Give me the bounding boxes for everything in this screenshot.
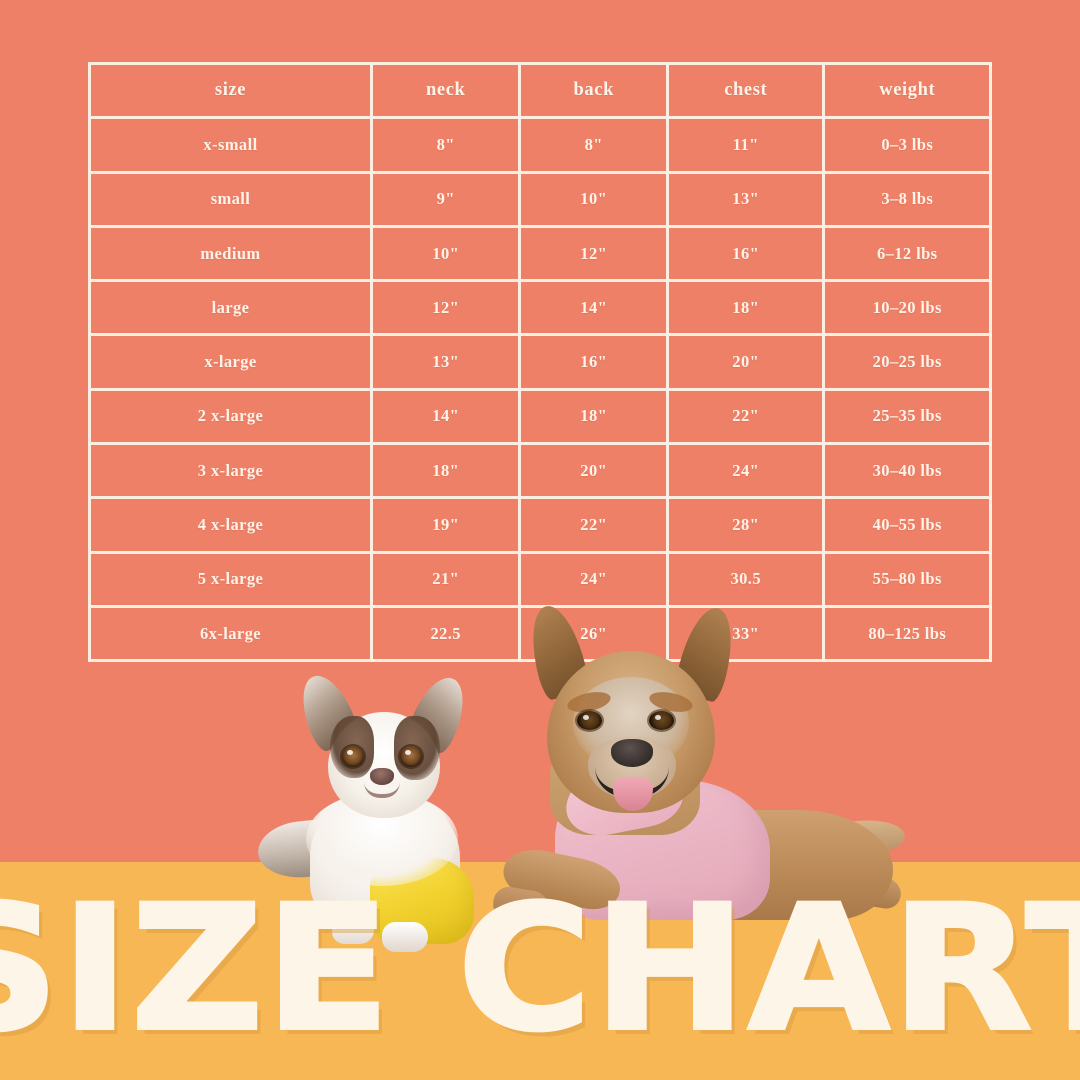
cell-back: 12" — [518, 224, 669, 283]
cell-back: 8" — [518, 116, 669, 174]
cell-back: 20" — [518, 442, 669, 500]
cell-neck: 10" — [369, 224, 522, 283]
cell-weight: 3–8 lbs — [822, 170, 992, 228]
cell-chest: 13" — [665, 170, 826, 228]
size-chart-table: size neck back chest weight x-small 8" 8… — [88, 61, 992, 663]
cell-weight: 55–80 lbs — [822, 550, 992, 608]
table-row: medium 10" 12" 16" 6–12 lbs — [88, 224, 992, 283]
cell-chest: 30.5 — [665, 550, 826, 608]
cell-weight: 0–3 lbs — [822, 116, 992, 174]
cell-chest: 28" — [665, 496, 826, 554]
cell-back: 16" — [518, 333, 669, 391]
cell-neck: 22.5 — [369, 604, 522, 663]
column-header-neck: neck — [369, 61, 522, 120]
cell-back: 24" — [518, 550, 669, 608]
table-header-row: size neck back chest weight — [88, 61, 992, 120]
cell-neck: 12" — [369, 279, 522, 337]
cell-size: small — [88, 170, 373, 228]
table-row: 4 x-large 19" 22" 28" 40–55 lbs — [88, 496, 992, 554]
cell-weight: 10–20 lbs — [822, 279, 992, 337]
cell-back: 26" — [518, 604, 669, 663]
cell-chest: 24" — [665, 442, 826, 500]
cell-back: 22" — [518, 496, 669, 554]
cell-size: x-small — [88, 116, 373, 174]
cell-size: 4 x-large — [88, 496, 373, 554]
cell-size: 5 x-large — [88, 550, 373, 608]
cell-chest: 33" — [665, 604, 826, 663]
table-row: x-large 13" 16" 20" 20–25 lbs — [88, 333, 992, 391]
cell-neck: 18" — [369, 442, 522, 500]
cell-weight: 20–25 lbs — [822, 333, 992, 391]
cell-chest: 20" — [665, 333, 826, 391]
column-header-size: size — [88, 61, 373, 120]
cell-neck: 8" — [369, 116, 522, 174]
cell-neck: 21" — [369, 550, 522, 608]
cell-weight: 25–35 lbs — [822, 387, 992, 446]
table-row: 6x-large 22.5 26" 33" 80–125 lbs — [88, 604, 992, 663]
column-header-chest: chest — [665, 61, 826, 120]
cell-back: 10" — [518, 170, 669, 228]
cell-back: 18" — [518, 387, 669, 446]
table-row: large 12" 14" 18" 10–20 lbs — [88, 279, 992, 337]
size-chart-wordmark: SIZE CHART — [0, 868, 1080, 1069]
cell-weight: 40–55 lbs — [822, 496, 992, 554]
table-row: small 9" 10" 13" 3–8 lbs — [88, 170, 992, 228]
cell-size: medium — [88, 224, 373, 283]
column-header-back: back — [518, 61, 669, 120]
cell-neck: 14" — [369, 387, 522, 446]
cell-neck: 19" — [369, 496, 522, 554]
cell-weight: 80–125 lbs — [822, 604, 992, 663]
cell-chest: 11" — [665, 116, 826, 174]
cell-weight: 30–40 lbs — [822, 442, 992, 500]
table-row: 5 x-large 21" 24" 30.5 55–80 lbs — [88, 550, 992, 608]
cell-chest: 22" — [665, 387, 826, 446]
cell-back: 14" — [518, 279, 669, 337]
cell-chest: 18" — [665, 279, 826, 337]
cell-size: large — [88, 279, 373, 337]
table-row: 2 x-large 14" 18" 22" 25–35 lbs — [88, 387, 992, 446]
cell-chest: 16" — [665, 224, 826, 283]
table-row: 3 x-large 18" 20" 24" 30–40 lbs — [88, 442, 992, 500]
cell-weight: 6–12 lbs — [822, 224, 992, 283]
cell-neck: 13" — [369, 333, 522, 391]
cell-size: 3 x-large — [88, 442, 373, 500]
cell-size: x-large — [88, 333, 373, 391]
column-header-weight: weight — [822, 61, 992, 120]
cell-neck: 9" — [369, 170, 522, 228]
cell-size: 6x-large — [88, 604, 373, 663]
table-row: x-small 8" 8" 11" 0–3 lbs — [88, 116, 992, 174]
cell-size: 2 x-large — [88, 387, 373, 446]
